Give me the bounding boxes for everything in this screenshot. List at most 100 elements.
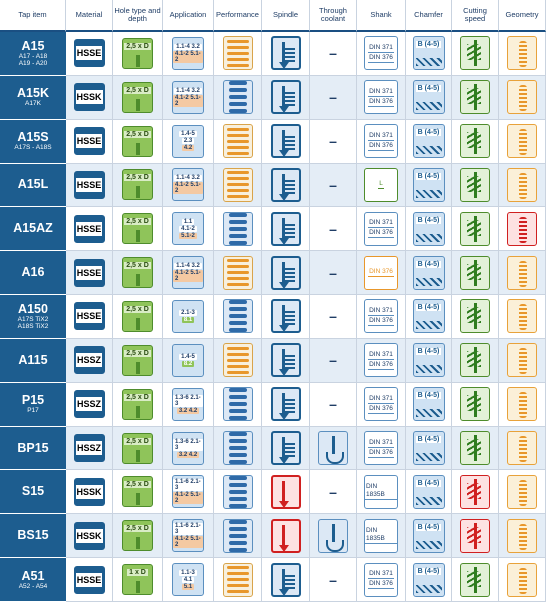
header-tap-item: Tap item (0, 0, 66, 32)
shank-standard: DIN 371 (368, 43, 394, 53)
application-group: 1.1-4 3.2 (174, 175, 202, 182)
hole-depth-icon: 2,5 x D (122, 520, 153, 552)
chamfer-icon: B (4-5) (412, 474, 445, 509)
header-chamfer: Chamfer (406, 0, 452, 32)
performance-bar (228, 460, 247, 465)
performance-bar (228, 482, 247, 487)
material-cell: HSSK (66, 75, 113, 120)
performance-cell (214, 382, 262, 427)
hole-cell: 2,5 x D (113, 119, 163, 164)
hole-depth-label: 2,5 x D (124, 86, 151, 94)
hole-depth-label: 2,5 x D (124, 130, 151, 138)
cutting-speed-cell (452, 558, 499, 602)
shank-icon: DIN 371 DIN 376 (364, 124, 398, 159)
application-icon: 1.1-4 3.2 4.1-2 5.1-2 (172, 168, 204, 202)
hole-depth-icon: 2,5 x D (122, 169, 153, 201)
performance-icon (222, 343, 253, 378)
cutting-speed-cell (452, 207, 499, 252)
coolant-cell: – (310, 75, 357, 120)
geometry-cell (499, 119, 546, 164)
application-icon: 1.1-4 3.2 4.1-2 5.1-2 (172, 36, 204, 70)
tap-item-cell[interactable]: S15 (0, 470, 66, 515)
shank-icon: DIN 371 DIN 376 (364, 343, 398, 378)
application-group: 1.1-3 (179, 569, 197, 576)
spindle-mark (284, 92, 295, 107)
tap-item-cell[interactable]: A15S A17S - A18S (0, 119, 66, 164)
performance-bar (228, 314, 247, 319)
hole-cell: 2,5 x D (113, 514, 163, 559)
geometry-cell (499, 470, 546, 515)
material-badge-icon: HSSZ (73, 434, 105, 463)
performance-bar (228, 496, 247, 501)
performance-bar (228, 395, 247, 400)
tap-item-cell[interactable]: A15AZ (0, 207, 66, 252)
performance-icon (222, 518, 253, 553)
no-coolant-dash: – (329, 396, 337, 413)
tap-item-cell[interactable]: BP15 (0, 426, 66, 471)
coolant-cell: – (310, 295, 357, 339)
performance-bar (226, 590, 249, 594)
spindle-cell (262, 207, 310, 252)
performance-bar (226, 346, 249, 350)
spindle-cell (262, 382, 310, 427)
geometry-icon (507, 562, 537, 597)
performance-bar (228, 519, 247, 524)
geometry-cell (499, 163, 546, 208)
no-coolant-dash: – (329, 133, 337, 150)
spindle-mark (284, 355, 295, 370)
performance-icon (222, 562, 253, 597)
hole-depth-icon: 2,5 x D (122, 476, 153, 508)
material-label: HSSE (75, 309, 103, 324)
application-icon: 1.1-6 2.1-3 4.1-2 5.1-2 (172, 475, 204, 509)
tap-item-cell[interactable]: A150 A17S TiX2 A18S TiX2 (0, 295, 66, 339)
tap-item-cell[interactable]: A15 A17 - A18 A19 - A20 (0, 32, 66, 76)
performance-bar (228, 233, 247, 238)
spindle-icon (270, 167, 301, 202)
performance-bar (226, 39, 249, 43)
tap-item-variant: P17 (27, 407, 39, 415)
material-cell: HSSK (66, 514, 113, 559)
shank-standard: DIN 376 (368, 229, 394, 239)
chamfer-cell: B (4-5) (406, 382, 452, 427)
tap-item-cell[interactable]: A115 (0, 338, 66, 383)
tap-item-cell[interactable]: P15 P17 (0, 382, 66, 427)
application-group: 1.1-4 3.2 (174, 263, 202, 270)
tap-item-cell[interactable]: A15L (0, 163, 66, 208)
material-label: HSSE (75, 572, 103, 587)
shank-standard: DIN 371 (368, 438, 394, 448)
application-group: 1.1 (181, 218, 195, 225)
header-application: Application (163, 0, 214, 32)
cutting-speed-icon (460, 562, 490, 597)
performance-bar (226, 151, 249, 155)
tap-item-cell[interactable]: A15K A17K (0, 75, 66, 120)
spindle-icon (270, 124, 301, 159)
material-label: HSSZ (75, 441, 102, 456)
hole-depth-label: 2,5 x D (124, 174, 151, 182)
performance-cell (214, 251, 262, 296)
performance-bar (228, 307, 247, 312)
application-icon: 1.3-6 2.1-3 3.2 4.2 (172, 387, 204, 421)
chamfer-label: B (4-5) (415, 479, 442, 487)
geometry-icon (507, 167, 537, 202)
chamfer-icon: B (4-5) (412, 80, 445, 115)
hole-depth-icon: 2,5 x D (122, 37, 153, 69)
application-cell: 1.1-4 3.2 4.1-2 5.1-2 (163, 163, 214, 208)
tap-item-cell[interactable]: BS15 (0, 514, 66, 559)
hole-depth-icon: 2,5 x D (122, 81, 153, 113)
shank-icon: DIN 371 DIN 376 (364, 36, 398, 71)
application-group: 4.1-2 5.1-2 (173, 182, 203, 195)
tap-item-cell[interactable]: A16 (0, 251, 66, 296)
header-performance: Performance (214, 0, 262, 32)
material-cell: HSSK (66, 470, 113, 515)
performance-bar (228, 439, 247, 444)
shank-standard: DIN 371 (368, 306, 394, 316)
application-group: 5.1 (181, 583, 195, 590)
performance-bar (226, 265, 249, 269)
cutting-speed-cell (452, 338, 499, 383)
hole-cell: 2,5 x D (113, 382, 163, 427)
shank-standard: DIN 376 (368, 141, 394, 151)
spindle-icon (270, 518, 301, 553)
performance-bar (228, 321, 247, 326)
tap-item-cell[interactable]: A51 A52 - A54 (0, 558, 66, 602)
